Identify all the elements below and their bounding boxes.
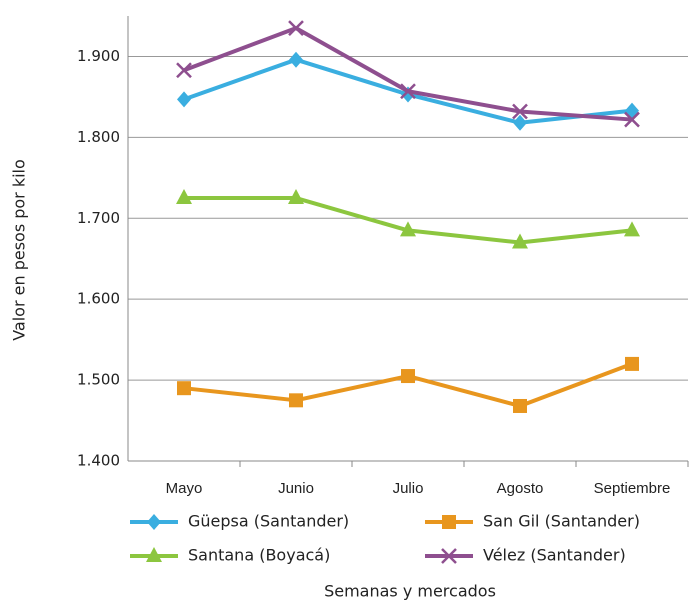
x-axis-title: Semanas y mercados [324,582,496,601]
legend-marker [146,547,162,562]
y-tick-label: 1.500 [77,371,120,389]
data-point [177,381,191,396]
data-point [401,369,415,384]
legend-label: San Gil (Santander) [483,512,640,531]
x-tick-label: Agosto [497,480,544,497]
data-point [512,103,528,120]
legend-marker [442,515,456,529]
data-point [624,111,640,128]
data-point [624,221,640,237]
data-point [289,51,303,68]
data-point [513,114,527,131]
data-point [400,221,416,237]
data-point [177,91,191,108]
y-tick-label: 1.700 [77,209,120,227]
y-axis-title: Valor en pesos por kilo [10,159,29,341]
legend-label: Güepsa (Santander) [188,512,349,531]
x-tick-label: Junio [278,480,314,497]
data-point [512,233,528,249]
data-point [625,356,639,371]
y-tick-label: 1.600 [77,290,120,308]
data-point [176,62,192,79]
data-point [176,189,192,205]
x-tick-label: Julio [393,480,424,497]
legend-marker [147,514,161,530]
data-point [400,83,416,100]
legend-marker [441,548,457,564]
data-point [289,393,303,408]
data-point [288,189,304,205]
data-point [513,398,527,413]
legend-label: Santana (Boyacá) [188,546,330,565]
y-tick-label: 1.400 [77,452,120,470]
legend-label: Vélez (Santander) [483,546,626,565]
x-tick-label: Septiembre [594,480,671,497]
data-point [288,20,304,37]
y-tick-label: 1.900 [77,47,120,65]
y-tick-label: 1.800 [77,128,120,146]
x-tick-label: Mayo [166,480,203,497]
